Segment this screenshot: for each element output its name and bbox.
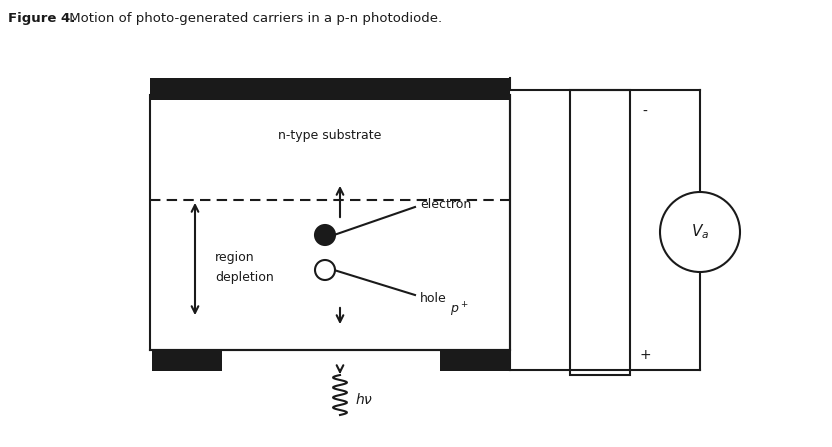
Circle shape: [315, 260, 335, 280]
Text: +: +: [639, 348, 651, 362]
Text: $h\nu$: $h\nu$: [355, 392, 374, 408]
Text: region: region: [215, 252, 255, 265]
Bar: [152, 349, 222, 371]
Bar: [440, 349, 510, 371]
Text: Motion of photo-generated carriers in a p-n photodiode.: Motion of photo-generated carriers in a …: [65, 12, 442, 25]
Circle shape: [315, 225, 335, 245]
Bar: [150, 95, 510, 350]
Text: hole: hole: [420, 291, 447, 304]
Bar: [570, 90, 630, 375]
Text: n-type substrate: n-type substrate: [279, 128, 382, 142]
Text: electron: electron: [420, 198, 471, 211]
Text: Figure 4.: Figure 4.: [8, 12, 76, 25]
Text: $V_a$: $V_a$: [691, 223, 709, 241]
Circle shape: [660, 192, 740, 272]
Text: -: -: [642, 105, 647, 119]
Text: $p^+$: $p^+$: [450, 301, 468, 319]
Text: depletion: depletion: [215, 271, 274, 284]
Bar: [150, 78, 510, 100]
